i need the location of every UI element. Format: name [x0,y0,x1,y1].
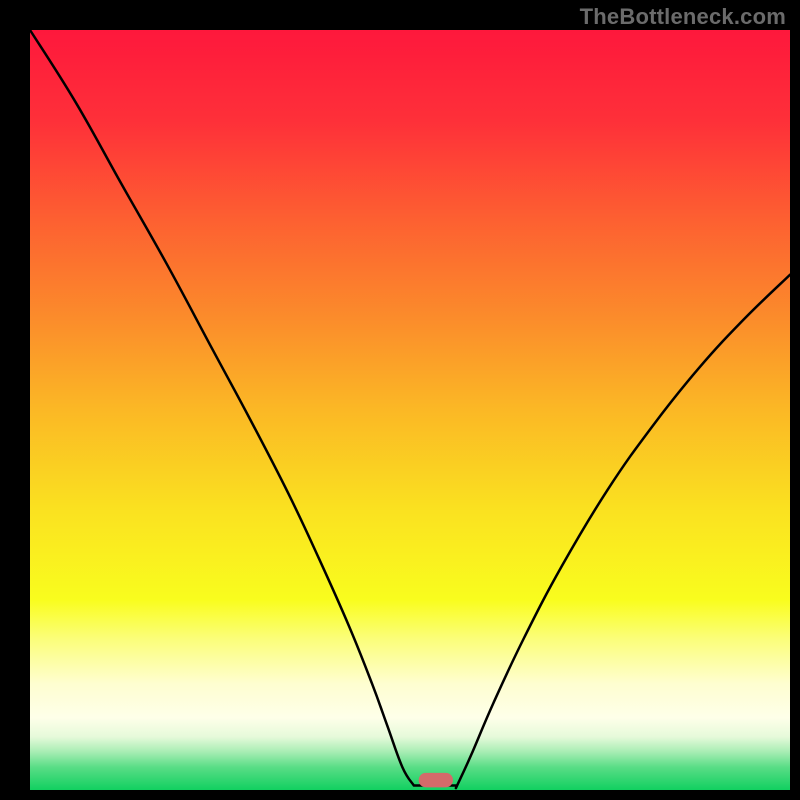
chart-background [30,30,790,790]
optimal-point-marker [419,773,453,787]
bottleneck-chart [0,0,800,800]
watermark-text: TheBottleneck.com [580,4,786,30]
